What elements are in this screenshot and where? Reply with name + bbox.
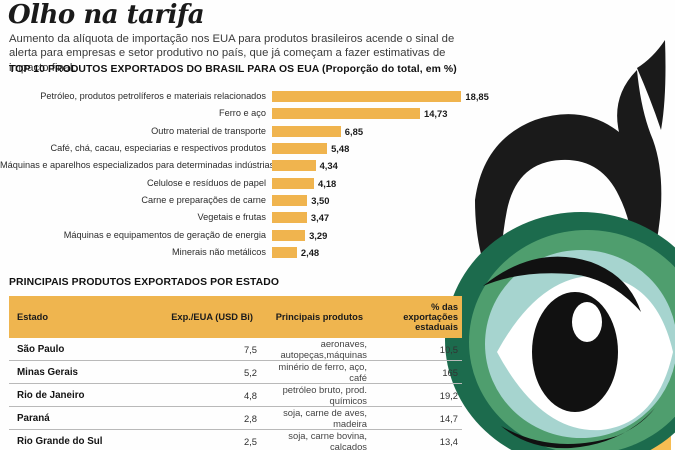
cell-percentual: 13,4 <box>369 429 462 450</box>
column-header-produtos: Principais produtos <box>259 296 369 338</box>
cell-percentual: 19,2 <box>369 383 462 407</box>
bar-row: Outro material de transporte 6,85 <box>0 123 500 140</box>
cell-percentual: 10,5 <box>369 338 462 361</box>
bar <box>272 125 341 137</box>
bar <box>272 108 420 120</box>
bar-value-label: 6,85 <box>344 125 364 137</box>
cell-exportacoes: 7,5 <box>149 338 259 361</box>
bar-category-label: Café, chá, cacau, especiarias e respecti… <box>50 143 266 154</box>
bar-track: 6,85 <box>272 125 500 137</box>
bar-row: Máquinas e aparelhos especializados para… <box>0 157 500 174</box>
bar-row: Ferro e aço 14,73 <box>0 105 500 122</box>
bar <box>272 246 297 258</box>
bar <box>272 177 314 189</box>
bar-category-label: Máquinas e equipamentos de geração de en… <box>63 229 266 240</box>
bar-value-label: 4,18 <box>318 177 337 189</box>
bar-row: Petróleo, produtos petrolíferos e materi… <box>0 88 500 105</box>
cell-percentual: 165 <box>369 360 462 384</box>
cell-produtos: soja, carne de aves, madeira <box>259 406 369 430</box>
bar-row: Minerais não metálicos 2,48 <box>0 244 500 261</box>
bar-category-label: Ferro e aço <box>219 108 266 119</box>
cell-estado: Paraná <box>9 406 149 430</box>
cell-estado: Rio de Janeiro <box>9 383 149 407</box>
bar-category-label: Carne e preparações de carne <box>141 194 266 205</box>
bar <box>272 143 328 155</box>
column-header-exportacoes: Exp./EUA (USD Bi) <box>149 296 259 338</box>
bar-track: 14,73 <box>272 108 500 120</box>
table-body: São Paulo 7,5 aeronaves, autopeças,máquina… <box>9 338 462 450</box>
bar-value-label: 14,73 <box>424 108 448 120</box>
bar <box>272 160 316 172</box>
bar-track: 4,18 <box>272 177 500 189</box>
bar <box>272 194 308 206</box>
page-title: Olho na tarifa <box>8 0 205 30</box>
bar-category-label: Máquinas e aparelhos especializados para… <box>0 160 275 171</box>
cell-percentual: 14,7 <box>369 406 462 430</box>
bar-value-label: 18,85 <box>465 91 489 103</box>
table-header-row: Estado Exp./EUA (USD Bi) Principais prod… <box>9 296 462 338</box>
bar-value-label: 4,34 <box>319 160 338 172</box>
states-table-wrapper: Estado Exp./EUA (USD Bi) Principais prod… <box>9 296 462 450</box>
cell-estado: Minas Gerais <box>9 360 149 384</box>
bar-value-label: 3,29 <box>309 229 328 241</box>
table-row: Minas Gerais 5,2 minério de ferro, aço, ca… <box>9 360 462 384</box>
table-row: Rio Grande do Sul 2,5 soja, carne bovina, … <box>9 429 462 450</box>
table-row: Paraná 2,8 soja, carne de aves, madeira 14,… <box>9 406 462 430</box>
cell-exportacoes: 2,8 <box>149 406 259 430</box>
cell-exportacoes: 2,5 <box>149 429 259 450</box>
bar-category-label: Outro material de transporte <box>151 125 266 136</box>
bar-value-label: 3,47 <box>310 212 330 224</box>
cell-exportacoes: 5,2 <box>149 360 259 384</box>
cell-produtos: aeronaves, autopeças,máquinas <box>259 338 369 361</box>
bar-row: Máquinas e equipamentos de geração de en… <box>0 226 500 243</box>
column-header-percentual: % das exportações estaduais <box>369 296 462 338</box>
bar-category-label: Vegetais e frutas <box>197 212 266 223</box>
cell-estado: São Paulo <box>9 338 149 361</box>
bar-chart: Petróleo, produtos petrolíferos e materi… <box>0 88 500 261</box>
bar-track: 4,34 <box>272 160 500 172</box>
bar-category-label: Celulose e resíduos de papel <box>146 177 266 188</box>
bar-track: 3,50 <box>272 194 500 206</box>
page-subtitle: Aumento da alíquota de importação nos EU… <box>9 33 455 74</box>
bar-row: Vegetais e frutas 3,47 <box>0 209 500 226</box>
table-row: São Paulo 7,5 aeronaves, autopeças,máquina… <box>9 338 462 361</box>
bar-value-label: 3,50 <box>311 194 330 206</box>
cell-produtos: minério de ferro, aço, café <box>259 360 369 384</box>
bar-row: Carne e preparações de carne 3,50 <box>0 192 500 209</box>
bar-track: 5,48 <box>272 143 500 155</box>
cell-exportacoes: 4,8 <box>149 383 259 407</box>
bar <box>272 212 307 224</box>
bar-row: Celulose e resíduos de papel 4,18 <box>0 174 500 191</box>
column-header-estado: Estado <box>9 296 149 338</box>
chart-section-title: TOP 10 PRODUTOS EXPORTADOS DO BRASIL PAR… <box>9 64 457 75</box>
bar-category-label: Petróleo, produtos petrolíferos e materi… <box>40 91 266 102</box>
table-section-title: PRINCIPAIS PRODUTOS EXPORTADOS POR ESTAD… <box>9 277 280 288</box>
bar-category-label: Minerais não metálicos <box>172 246 266 257</box>
bar-track: 18,85 <box>272 91 500 103</box>
bar-track: 3,29 <box>272 229 500 241</box>
table-row: Rio de Janeiro 4,8 petróleo bruto, prod. q… <box>9 383 462 407</box>
bar-track: 3,47 <box>272 212 500 224</box>
bar <box>272 91 462 103</box>
bar-value-label: 5,48 <box>331 143 350 155</box>
cell-produtos: soja, carne bovina, calçados <box>259 429 369 450</box>
cell-estado: Rio Grande do Sul <box>9 429 149 450</box>
bar <box>272 229 306 241</box>
cell-produtos: petróleo bruto, prod. químicos <box>259 383 369 407</box>
bar-value-label: 2,48 <box>300 246 320 258</box>
table-head: Estado Exp./EUA (USD Bi) Principais prod… <box>9 296 462 338</box>
bar-row: Café, chá, cacau, especiarias e respecti… <box>0 140 500 157</box>
states-table: Estado Exp./EUA (USD Bi) Principais prod… <box>9 296 462 450</box>
bar-track: 2,48 <box>272 246 500 258</box>
